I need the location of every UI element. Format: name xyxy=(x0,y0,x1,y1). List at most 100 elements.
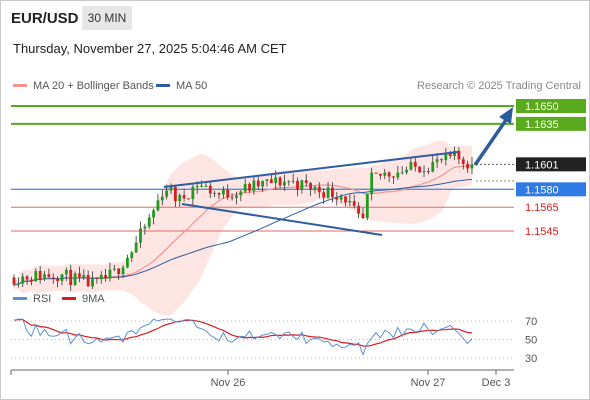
candle-body xyxy=(30,279,33,282)
datetime-label: Thursday, November 27, 2025 5:04:46 AM C… xyxy=(13,41,287,56)
candle-body xyxy=(126,257,129,268)
candle-body xyxy=(422,171,426,173)
candle-body xyxy=(121,267,125,275)
candle-body xyxy=(130,252,134,258)
target-label-box-1 xyxy=(516,99,586,113)
candle-body xyxy=(470,164,474,169)
candle-body xyxy=(335,196,339,200)
candle-body xyxy=(426,171,430,173)
channel-lower-line xyxy=(181,203,383,236)
candle-body xyxy=(431,162,435,172)
candle-body xyxy=(243,183,247,192)
target-label-1: 1.1650 xyxy=(525,101,559,113)
candle-body xyxy=(339,196,343,200)
candle-body xyxy=(134,242,138,253)
candle-body xyxy=(461,159,465,164)
candle-body xyxy=(191,186,195,200)
candle-body xyxy=(73,273,77,285)
candle-body xyxy=(352,201,356,206)
candle-body xyxy=(99,275,103,279)
candle-body xyxy=(379,173,382,176)
candles-group xyxy=(12,146,474,291)
candle-body xyxy=(457,150,461,160)
x-tick-label-2: Nov 27 xyxy=(411,377,446,389)
rsi-tick-30: 30 xyxy=(525,353,537,365)
candle-body xyxy=(361,213,365,218)
candle-body xyxy=(156,200,160,211)
candle-body xyxy=(38,271,42,280)
candle-body xyxy=(344,196,347,203)
candle-body xyxy=(165,190,169,197)
candle-body xyxy=(104,275,107,279)
candle-body xyxy=(453,150,456,157)
candle-body xyxy=(16,283,20,285)
rsi-legend-swatch xyxy=(13,297,27,300)
symbol-label: EUR/USD xyxy=(11,10,79,27)
candle-body xyxy=(252,180,256,191)
legend-ma50-swatch xyxy=(156,83,170,87)
candle-body xyxy=(25,276,29,280)
candle-body xyxy=(309,183,313,190)
candle-body xyxy=(173,186,177,202)
candle-body xyxy=(313,186,317,190)
bollinger-band xyxy=(14,140,472,316)
pivot-label: 1.1580 xyxy=(525,184,559,196)
candle-body xyxy=(296,180,299,190)
candle-body xyxy=(178,195,182,202)
candle-body xyxy=(187,198,190,200)
candle-body xyxy=(182,195,186,199)
last-price-label: 1.1601 xyxy=(525,159,559,171)
candle-body xyxy=(409,161,413,170)
x-tick-label-1: Nov 26 xyxy=(211,377,246,389)
ma9-legend-label: 9MA xyxy=(82,293,105,305)
candle-body xyxy=(51,277,55,279)
candle-body xyxy=(331,187,334,197)
candle-body xyxy=(239,191,243,196)
candle-body xyxy=(112,268,116,270)
timeframe-button[interactable]: 30 MIN xyxy=(82,6,132,30)
candle-body xyxy=(400,172,404,174)
candle-body xyxy=(195,185,199,187)
candle-body xyxy=(139,228,142,243)
candle-body xyxy=(208,185,212,194)
candle-body xyxy=(95,277,99,279)
candle-body xyxy=(370,172,374,194)
ma9-legend-swatch xyxy=(62,297,76,300)
candle-body xyxy=(82,274,86,277)
candle-body xyxy=(226,189,230,198)
candle-body xyxy=(78,273,81,277)
rsi-tick-50: 50 xyxy=(525,335,537,347)
ma9-line xyxy=(13,318,473,347)
candle-body xyxy=(435,159,439,163)
rsi-line xyxy=(13,318,473,356)
projection-arrow-shaft xyxy=(473,119,508,166)
candle-body xyxy=(274,177,278,184)
candle-body xyxy=(418,166,422,173)
support-label-5: 1.1565 xyxy=(525,202,559,214)
projection-arrow-head xyxy=(499,107,513,124)
legend-bollinger: MA 20 + Bollinger Bands xyxy=(13,80,154,92)
candle-body xyxy=(56,278,60,281)
candle-body xyxy=(383,172,387,176)
candle-body xyxy=(466,163,470,169)
candle-body xyxy=(326,187,330,198)
candle-body xyxy=(147,217,151,227)
candle-body xyxy=(365,193,369,218)
legend-bollinger-label: MA 20 + Bollinger Bands xyxy=(33,80,154,92)
candle-body xyxy=(322,192,326,198)
candle-body xyxy=(405,169,408,173)
x-tick-label-3: Dec 3 xyxy=(482,377,511,389)
rsi-legend-label: RSI xyxy=(33,293,51,305)
candle-body xyxy=(69,269,73,285)
candle-body xyxy=(230,197,234,199)
last-price-box xyxy=(516,157,586,172)
candle-body xyxy=(304,180,308,184)
candle-body xyxy=(217,193,221,195)
candle-body xyxy=(108,269,112,279)
support-label-6: 1.1545 xyxy=(525,226,559,238)
candle-body xyxy=(169,186,173,191)
legend-ma50: MA 50 xyxy=(156,80,207,92)
candle-body xyxy=(283,181,286,186)
candle-body xyxy=(392,176,395,178)
